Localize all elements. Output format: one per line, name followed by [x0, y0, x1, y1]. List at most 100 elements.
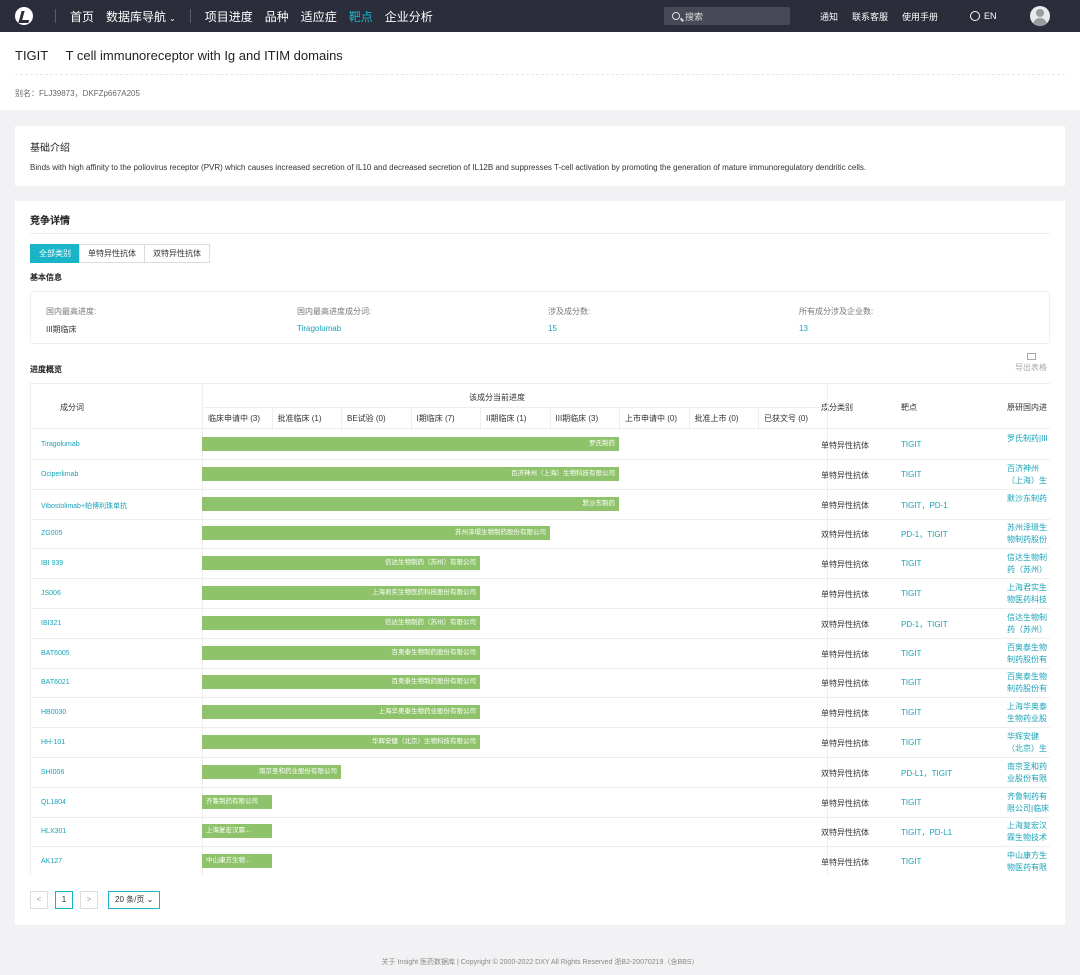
- progress-bar: 华辉安健（北京）生物科技有限公司: [202, 735, 480, 749]
- logo-icon[interactable]: [15, 7, 33, 25]
- info-label: 涉及成分数:: [548, 307, 591, 316]
- origin-link[interactable]: 信达生物制药（苏州）有限公司|I: [1007, 612, 1047, 634]
- column-divider: [827, 384, 828, 430]
- ingredient-link[interactable]: BAT6005: [41, 649, 70, 657]
- target-link[interactable]: PD-1，TIGIT: [901, 530, 948, 540]
- avatar[interactable]: [1030, 6, 1050, 26]
- page-number[interactable]: 1: [55, 891, 73, 909]
- target-link[interactable]: TIGIT: [901, 440, 922, 449]
- origin-link[interactable]: 上海君实生物医药科技股份有限公司: [1007, 583, 1047, 604]
- th-progress: 该成分当前进度: [469, 393, 525, 402]
- table-header: 成分词 该成分当前进度 临床申请中 (3) 批准临床 (1) BE试验 (0) I期临…: [31, 383, 1050, 430]
- info-label: 所有成分涉及企业数:: [799, 307, 874, 316]
- page-size-label: 20 条/页: [115, 895, 145, 904]
- ingredient-link[interactable]: HH-101: [41, 739, 66, 746]
- target-link[interactable]: TIGIT: [901, 469, 922, 479]
- intro-title: 基础介绍: [30, 143, 70, 154]
- search-icon: [672, 12, 680, 20]
- ingredient-link[interactable]: SHI006: [41, 768, 65, 776]
- table-row: AK127 中山康方生物... 单特异性抗体 TIGIT 中山康方生物医药有限公司|临床…: [31, 847, 1050, 875]
- nav-company[interactable]: 企业分析: [384, 9, 433, 24]
- ingredient-link[interactable]: Tiragolumab: [41, 441, 80, 448]
- origin-link[interactable]: 华辉安健（北京）生物科技有限公司: [1007, 732, 1047, 753]
- target-link[interactable]: TIGIT: [901, 678, 922, 688]
- ingredient-link[interactable]: HB0030: [41, 709, 67, 717]
- notify-link[interactable]: 通知: [820, 11, 839, 22]
- ingredient-link[interactable]: QL1804: [41, 798, 66, 806]
- ingredient-link[interactable]: AK127: [41, 858, 63, 866]
- origin-link[interactable]: 信达生物制药（苏州）有限公司: [1007, 553, 1047, 575]
- export-icon: [1026, 353, 1036, 360]
- table-row: IBI 939 信达生物制药（苏州）有限公司 单特异性抗体 TIGIT 信达生物制药（苏…: [31, 549, 1050, 580]
- search-input[interactable]: 搜索: [664, 7, 790, 25]
- column-divider: [827, 579, 828, 609]
- ingredient-link[interactable]: BAT6021: [41, 679, 70, 687]
- manual-link[interactable]: 使用手册: [902, 11, 939, 22]
- ingredient-link[interactable]: IBI321: [41, 619, 62, 627]
- ingredient-type: 单特异性抗体: [821, 649, 869, 659]
- ingredient-link[interactable]: IBI 939: [41, 560, 64, 568]
- support-link[interactable]: 联系客服: [852, 11, 889, 22]
- nav-database[interactable]: 数据库导航 ⌄: [106, 8, 176, 25]
- table-row: JS006 上海君实生物医药科技股份有限公司 单特异性抗体 TIGIT 上海君实生物医药…: [31, 579, 1050, 609]
- th-stage: 批准临床 (1): [277, 414, 322, 423]
- target-link[interactable]: TIGIT: [901, 738, 922, 747]
- origin-link[interactable]: 百奥泰生物制药股份有限公司|I期临: [1007, 672, 1047, 694]
- origin-link[interactable]: 苏州泽璟生物制药股份有限公司|II: [1007, 523, 1047, 545]
- info-value-link[interactable]: 15: [548, 324, 557, 333]
- ingredient-link[interactable]: ZG005: [41, 530, 63, 538]
- target-link[interactable]: TIGIT: [901, 648, 922, 658]
- nav-target[interactable]: 靶点: [348, 9, 373, 24]
- top-nav: 首页 数据库导航 ⌄ 项目进度 品种 适应症 靶点 企业分析 搜索 通知 联系客服…: [0, 0, 1080, 32]
- progress-bar: 南京圣和药业股份有限公司: [202, 764, 341, 779]
- origin-link[interactable]: 南京圣和药业股份有限公司|批准临: [1007, 761, 1047, 783]
- page-size-select[interactable]: 20 条/页 ⌄: [108, 891, 161, 909]
- origin-link[interactable]: 上海复宏汉霖生物技术股份有限公司: [1007, 821, 1047, 843]
- tab-bi[interactable]: 双特异性抗体: [144, 244, 210, 263]
- column-divider: [271, 407, 273, 430]
- info-value-link[interactable]: Tiragolumab: [297, 324, 342, 333]
- ingredient-link[interactable]: HLX301: [41, 828, 67, 836]
- target-link[interactable]: TIGIT: [901, 589, 922, 598]
- target-link[interactable]: TIGIT: [901, 857, 922, 867]
- tab-mono[interactable]: 单特异性抗体: [79, 244, 145, 263]
- info-label: 国内最高进度成分词:: [297, 307, 372, 316]
- origin-link[interactable]: 上海华奥泰生物药业股份有限公司: [1007, 702, 1047, 724]
- next-page-button[interactable]: >: [80, 891, 98, 909]
- search-placeholder: 搜索: [685, 11, 704, 22]
- export-button[interactable]: 导出表格: [1015, 353, 1047, 373]
- table-row: Tiragolumab 罗氏制药 单特异性抗体 TIGIT 罗氏制药|III: [31, 430, 1050, 460]
- language-switch[interactable]: EN: [970, 0, 997, 32]
- target-link[interactable]: TIGIT: [901, 797, 922, 807]
- nav-home[interactable]: 首页: [70, 9, 95, 24]
- target-link[interactable]: PD-1，TIGIT: [901, 619, 948, 629]
- table-row: SHI006 南京圣和药业股份有限公司 双特异性抗体 PD-L1，TIGIT 南京圣和药…: [31, 757, 1050, 788]
- progress-bar: 百奥泰生物制药股份有限公司: [202, 675, 480, 690]
- target-link[interactable]: TIGIT，PD-1: [901, 500, 948, 510]
- column-divider: [827, 698, 828, 729]
- nav-progress[interactable]: 项目进度: [204, 9, 253, 24]
- column-divider: [827, 519, 828, 550]
- origin-link[interactable]: 默沙东制药: [1007, 493, 1047, 503]
- th-origin: 原研国内进: [1007, 403, 1047, 412]
- column-divider: [827, 668, 828, 699]
- origin-link[interactable]: 百奥泰生物制药股份有限公司|I期临: [1007, 642, 1047, 664]
- tab-all[interactable]: 全部类别: [30, 244, 80, 263]
- nav-variety[interactable]: 品种: [264, 9, 289, 24]
- target-link[interactable]: PD-L1，TIGIT: [901, 768, 953, 778]
- info-value-link[interactable]: 13: [799, 324, 808, 333]
- ingredient-link[interactable]: JS006: [41, 590, 61, 597]
- origin-link[interactable]: 齐鲁制药有限公司|临床申请中: [1007, 791, 1050, 813]
- target-link[interactable]: TIGIT: [901, 708, 922, 718]
- column-divider: [827, 608, 828, 639]
- ingredient-link[interactable]: Vibostolimab+帕博利珠单抗: [41, 502, 128, 510]
- ingredient-link[interactable]: Ociperlimab: [41, 470, 79, 478]
- nav-indication[interactable]: 适应症: [300, 9, 337, 24]
- column-divider: [827, 489, 828, 520]
- origin-link[interactable]: 罗氏制药|III: [1007, 434, 1048, 443]
- target-link[interactable]: TIGIT，PD-L1: [901, 828, 953, 838]
- prev-page-button[interactable]: <: [30, 891, 48, 909]
- origin-link[interactable]: 中山康方生物医药有限公司|临床申: [1007, 851, 1047, 873]
- origin-link[interactable]: 百济神州（上海）生物科技有限公司: [1007, 463, 1047, 485]
- target-link[interactable]: TIGIT: [901, 559, 922, 569]
